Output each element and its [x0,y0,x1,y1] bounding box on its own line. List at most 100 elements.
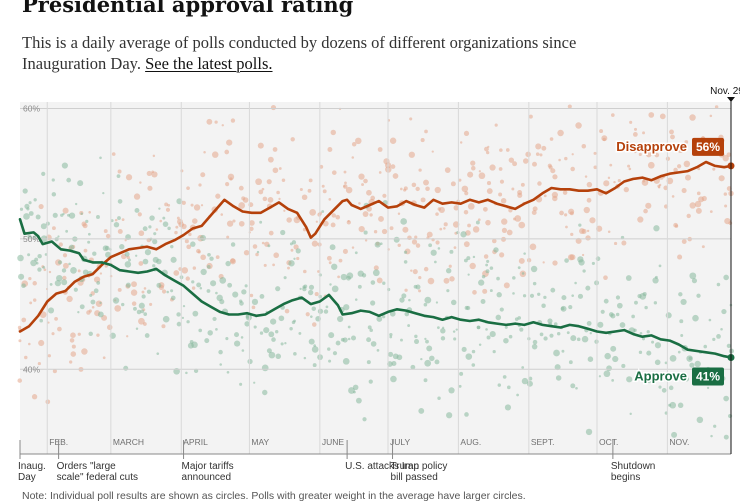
poll-dot [568,305,573,310]
poll-dot [489,266,494,270]
poll-dot [665,156,671,161]
x-tick-label: MAY [251,437,269,447]
poll-dot [723,434,729,440]
poll-dot [138,317,145,325]
poll-dot [138,302,145,309]
poll-dot [435,212,439,216]
poll-dot [703,344,708,349]
poll-dot [485,263,489,267]
poll-dot [501,227,508,233]
latest-polls-link[interactable]: See the latest polls. [145,54,273,73]
poll-dot [401,293,407,299]
poll-dot [645,151,652,158]
poll-dot [684,140,689,144]
poll-dot [206,118,213,125]
poll-dot [586,181,593,188]
poll-dot [616,148,621,153]
poll-dot [440,336,446,341]
poll-dot [696,293,701,298]
poll-dot [460,231,467,238]
poll-dot [611,379,615,382]
poll-dot [136,309,142,315]
poll-dot [673,167,678,173]
poll-dot [484,146,489,152]
poll-dot [443,222,448,227]
poll-dot [152,238,158,245]
poll-dots [17,104,734,440]
poll-dot [293,244,299,250]
poll-dot [528,376,533,381]
poll-dot [492,238,497,244]
poll-dot [612,355,619,363]
poll-dot [647,161,655,169]
poll-dot [280,342,284,346]
poll-dot [446,289,450,293]
poll-dot [644,305,648,310]
poll-dot [677,254,683,260]
poll-dot [465,305,471,311]
poll-dot [431,150,434,153]
poll-dot [366,337,372,343]
poll-dot [52,212,58,218]
poll-dot [241,349,245,352]
poll-dot [141,294,146,299]
poll-dot [434,260,437,264]
poll-dot [322,189,327,194]
poll-dot [272,263,275,267]
poll-dot [503,337,509,344]
poll-dot [696,416,704,424]
poll-dot [389,310,396,317]
poll-dot [181,223,187,230]
poll-dot [626,376,633,383]
poll-dot [648,112,655,118]
poll-dot [531,343,538,350]
poll-dot [568,208,575,215]
poll-dot [426,231,433,238]
poll-dot [293,352,297,356]
poll-dot [77,332,81,336]
poll-dot [51,332,55,336]
poll-dot [70,266,77,274]
poll-dot [307,289,314,296]
final-value-badge [692,367,724,386]
poll-dot [434,359,440,365]
poll-dot [452,221,460,228]
poll-dot [726,186,732,191]
poll-dot [58,242,63,247]
poll-dot [478,170,481,173]
poll-dot [541,303,546,308]
poll-dot [211,151,219,158]
poll-dot [40,223,47,230]
poll-dot [450,181,456,187]
poll-dot [723,395,729,402]
poll-dot [443,277,450,284]
poll-dot [312,322,317,327]
poll-dot [420,138,425,143]
poll-dot [489,331,496,338]
poll-dot [712,167,716,171]
poll-dot [604,352,611,360]
poll-dot [543,194,547,198]
poll-dot [74,202,78,206]
poll-dot [204,338,210,344]
poll-dot [525,151,531,158]
poll-dot [486,181,492,186]
poll-dot [696,191,701,196]
poll-dot [532,161,537,167]
poll-dot [135,327,139,330]
poll-dot [193,204,201,211]
poll-dot [726,343,731,348]
poll-dot [654,359,661,366]
poll-dot [314,292,319,297]
poll-dot [481,274,486,279]
poll-dot [198,328,203,333]
poll-dot [57,235,60,238]
poll-dot [694,360,701,368]
poll-dot [584,175,588,178]
poll-dot [357,284,362,289]
poll-dot [692,314,699,322]
poll-dot [69,360,73,364]
poll-dot [638,143,643,148]
subtitle: This is a daily average of polls conduct… [22,32,582,74]
poll-dot [522,294,527,298]
